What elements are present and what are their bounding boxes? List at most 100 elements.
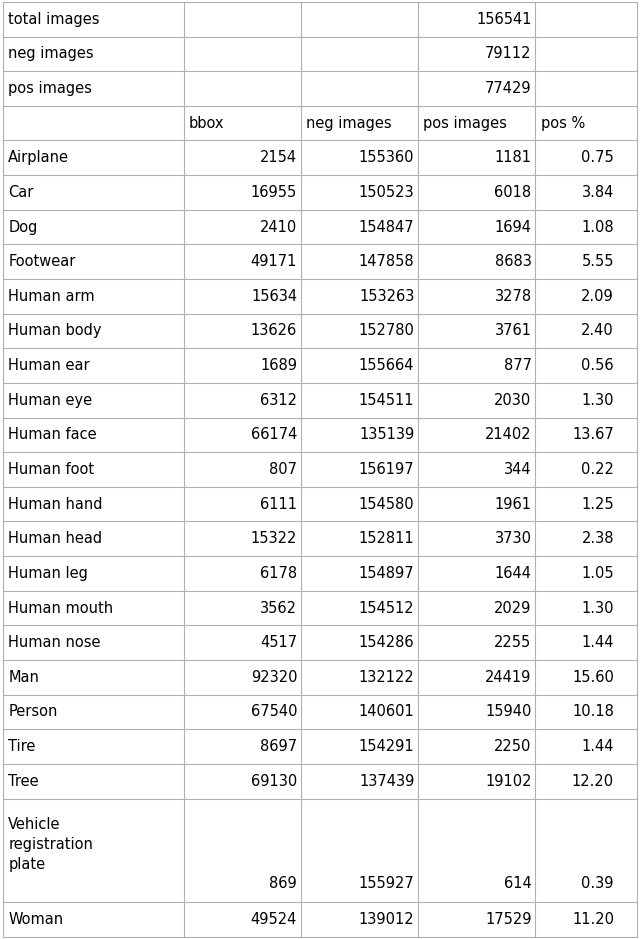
Text: 154291: 154291 [359,739,414,754]
Text: 66174: 66174 [251,427,297,442]
Text: pos %: pos % [541,115,585,131]
Text: 1.05: 1.05 [581,566,614,581]
Text: 77429: 77429 [485,81,532,96]
Text: Human mouth: Human mouth [8,601,113,616]
Text: 154286: 154286 [359,635,414,650]
Text: 15634: 15634 [251,289,297,304]
Text: Human eye: Human eye [8,393,92,408]
Text: Car: Car [8,185,34,200]
Text: 154897: 154897 [359,566,414,581]
Text: 152811: 152811 [359,531,414,546]
Text: Woman: Woman [8,913,63,928]
Text: neg images: neg images [8,46,94,61]
Text: Dog: Dog [8,220,38,235]
Text: 79112: 79112 [485,46,532,61]
Text: 0.56: 0.56 [581,358,614,373]
Text: 2.40: 2.40 [581,323,614,338]
Text: 2.09: 2.09 [581,289,614,304]
Text: 2250: 2250 [494,739,532,754]
Text: Human leg: Human leg [8,566,88,581]
Text: 3761: 3761 [495,323,532,338]
Text: pos images: pos images [423,115,508,131]
Text: 49524: 49524 [251,913,297,928]
Text: Airplane: Airplane [8,150,69,165]
Text: 0.39: 0.39 [582,876,614,891]
Text: 344: 344 [504,462,532,477]
Text: 24419: 24419 [485,670,532,685]
Text: 869: 869 [269,876,297,891]
Text: 10.18: 10.18 [572,704,614,719]
Text: 49171: 49171 [251,254,297,269]
Text: 132122: 132122 [358,670,414,685]
Text: 877: 877 [504,358,532,373]
Text: Tree: Tree [8,774,39,789]
Text: Human body: Human body [8,323,102,338]
Text: 1.08: 1.08 [581,220,614,235]
Text: 1689: 1689 [260,358,297,373]
Text: 15322: 15322 [251,531,297,546]
Text: 153263: 153263 [359,289,414,304]
Text: 15940: 15940 [485,704,532,719]
Text: Person: Person [8,704,58,719]
Text: 13.67: 13.67 [572,427,614,442]
Text: 147858: 147858 [359,254,414,269]
Text: 2.38: 2.38 [582,531,614,546]
Text: 1.25: 1.25 [581,497,614,512]
Text: Footwear: Footwear [8,254,76,269]
Text: 4517: 4517 [260,635,297,650]
Text: 152780: 152780 [358,323,414,338]
Text: 6018: 6018 [495,185,532,200]
Text: 155927: 155927 [358,876,414,891]
Text: 140601: 140601 [358,704,414,719]
Text: 1181: 1181 [495,150,532,165]
Text: 8697: 8697 [260,739,297,754]
Text: 1694: 1694 [495,220,532,235]
Text: Human arm: Human arm [8,289,95,304]
Text: 3.84: 3.84 [582,185,614,200]
Text: 137439: 137439 [359,774,414,789]
Text: 0.75: 0.75 [581,150,614,165]
Text: 8683: 8683 [495,254,532,269]
Text: 1.30: 1.30 [582,393,614,408]
Text: 3562: 3562 [260,601,297,616]
Text: Tire: Tire [8,739,36,754]
Text: 2030: 2030 [494,393,532,408]
Text: bbox: bbox [189,115,225,131]
Text: Man: Man [8,670,39,685]
Text: Human head: Human head [8,531,102,546]
Text: 614: 614 [504,876,532,891]
Text: Vehicle
registration
plate: Vehicle registration plate [8,817,93,872]
Text: 15.60: 15.60 [572,670,614,685]
Text: 807: 807 [269,462,297,477]
Text: Human ear: Human ear [8,358,90,373]
Text: 13626: 13626 [251,323,297,338]
Text: 156541: 156541 [476,11,532,26]
Text: 156197: 156197 [359,462,414,477]
Text: 2255: 2255 [494,635,532,650]
Text: 3278: 3278 [495,289,532,304]
Text: Human face: Human face [8,427,97,442]
Text: 6312: 6312 [260,393,297,408]
Text: 21402: 21402 [485,427,532,442]
Text: 2029: 2029 [494,601,532,616]
Text: 2154: 2154 [260,150,297,165]
Text: 1.30: 1.30 [582,601,614,616]
Text: 17529: 17529 [485,913,532,928]
Text: Human foot: Human foot [8,462,95,477]
Text: 1961: 1961 [495,497,532,512]
Text: 1.44: 1.44 [582,635,614,650]
Text: 154580: 154580 [359,497,414,512]
Text: 3730: 3730 [495,531,532,546]
Text: 135139: 135139 [359,427,414,442]
Text: 2410: 2410 [260,220,297,235]
Text: 92320: 92320 [251,670,297,685]
Text: Human hand: Human hand [8,497,103,512]
Text: Human nose: Human nose [8,635,101,650]
Text: 19102: 19102 [485,774,532,789]
Text: pos images: pos images [8,81,92,96]
Text: 6178: 6178 [260,566,297,581]
Text: 1.44: 1.44 [582,739,614,754]
Text: 155360: 155360 [359,150,414,165]
Text: 6111: 6111 [260,497,297,512]
Text: 12.20: 12.20 [572,774,614,789]
